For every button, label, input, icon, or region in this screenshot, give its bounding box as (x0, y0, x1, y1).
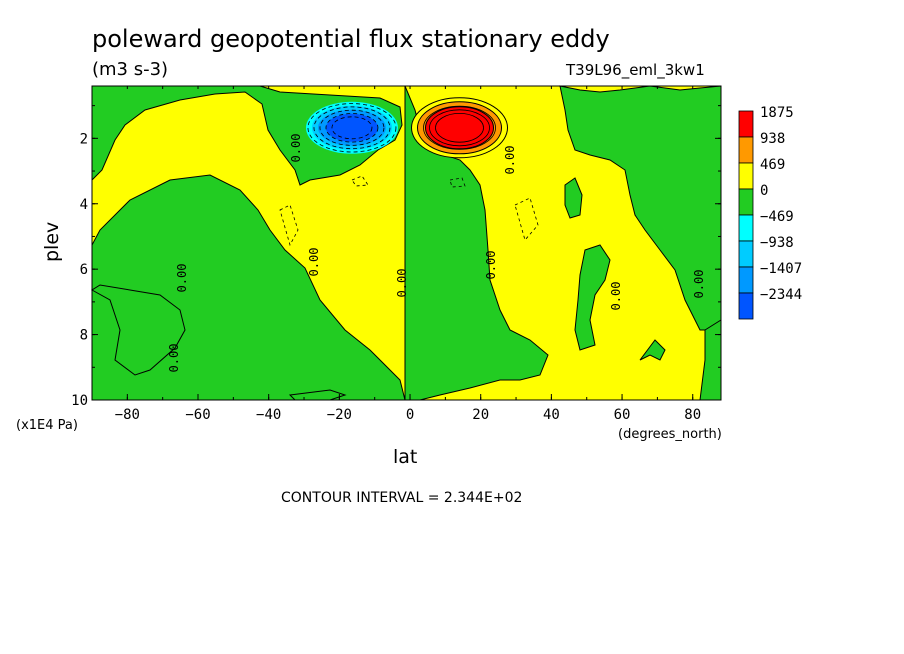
minimum-contour-line (313, 106, 391, 150)
legend-label: −2344 (760, 287, 802, 303)
x-tick-label: 60 (614, 407, 631, 423)
y-tick-label: 4 (80, 197, 88, 213)
contour-label: 0.00 (175, 264, 189, 293)
legend-swatch (738, 110, 754, 138)
contour-interval: CONTOUR INTERVAL = 2.344E+02 (281, 490, 522, 506)
dashed-contour (449, 177, 466, 188)
y-tick-label: 6 (80, 262, 88, 278)
contour-label: 0.00 (503, 146, 517, 175)
contour-label: 0.00 (609, 282, 623, 311)
contour-label: 0.00 (289, 134, 303, 163)
minimum-contour-line (325, 113, 379, 143)
minimum-contour-line (307, 103, 397, 153)
y-tick-label: 8 (80, 328, 88, 344)
color-legend: 1875 938 469 0 −469 −938 −1407 −2344 (738, 105, 802, 320)
legend-swatch (738, 214, 754, 242)
x-tick-label: −40 (256, 407, 281, 423)
chart-units: (m3 s-3) (92, 59, 168, 80)
dashed-contour (514, 197, 539, 241)
negative-region (564, 177, 583, 219)
legend-label: 1875 (760, 105, 794, 121)
contour-label: 0.00 (307, 248, 321, 277)
minimum-contour (325, 113, 378, 142)
x-axis-label: lat (393, 446, 417, 468)
negative-region (639, 339, 666, 361)
run-label: T39L96_eml_3kw1 (565, 61, 705, 80)
legend-label: 938 (760, 131, 785, 147)
y-axis-units: (x1E4 Pa) (16, 418, 78, 433)
legend-swatch (738, 292, 754, 320)
extrema (305, 97, 509, 159)
legend-label: 0 (760, 183, 768, 199)
x-tick-label: 80 (684, 407, 701, 423)
plot-frame (91, 85, 722, 401)
legend-label: −938 (760, 235, 794, 251)
legend-label: −469 (760, 209, 794, 225)
y-axis-label: plev (41, 222, 63, 262)
contour-label: 0.00 (395, 269, 409, 298)
x-tick-label: −20 (327, 407, 352, 423)
legend-swatch (738, 266, 754, 294)
y-axis: 2 4 6 8 10 (71, 105, 721, 409)
contour-label: 0.00 (484, 251, 498, 280)
legend-swatch (738, 136, 754, 164)
legend-label: 469 (760, 157, 785, 173)
x-axis-units: (degrees_north) (618, 427, 722, 442)
legend-label: −1407 (760, 261, 802, 277)
negative-region (574, 244, 611, 351)
y-tick-label: 10 (71, 393, 88, 409)
x-tick-label: 20 (472, 407, 489, 423)
minimum-contour-line (319, 109, 385, 146)
y-tick-label: 2 (80, 131, 88, 147)
legend-swatch (738, 188, 754, 216)
x-tick-label: 0 (406, 407, 414, 423)
minimum-contour-line (331, 116, 373, 140)
chart-title: poleward geopotential flux stationary ed… (92, 25, 610, 53)
x-tick-label: 40 (543, 407, 560, 423)
x-axis: −80 −60 −40 −20 0 20 40 60 80 (91, 86, 701, 423)
maximum-contour-line (423, 105, 496, 150)
legend-swatch (738, 240, 754, 268)
legend-swatch (738, 162, 754, 190)
x-tick-label: −60 (185, 407, 210, 423)
dashed-contour (351, 175, 369, 187)
x-tick-label: −80 (115, 407, 140, 423)
contour-label: 0.00 (167, 344, 181, 373)
contour-lines: 0.00 0.00 0.00 0.00 0.00 0.00 0.00 0.00 0.00 (167, 134, 706, 373)
contour-label: 0.00 (692, 270, 706, 299)
negative-region (91, 284, 186, 376)
maximum-contour-line (429, 109, 490, 147)
maximum-contour-line (435, 112, 484, 143)
negative-region (559, 85, 722, 331)
plot-area: 0.00 0.00 0.00 0.00 0.00 0.00 0.00 0.00 0.00 (91, 85, 722, 401)
dashed-contour (279, 204, 299, 247)
